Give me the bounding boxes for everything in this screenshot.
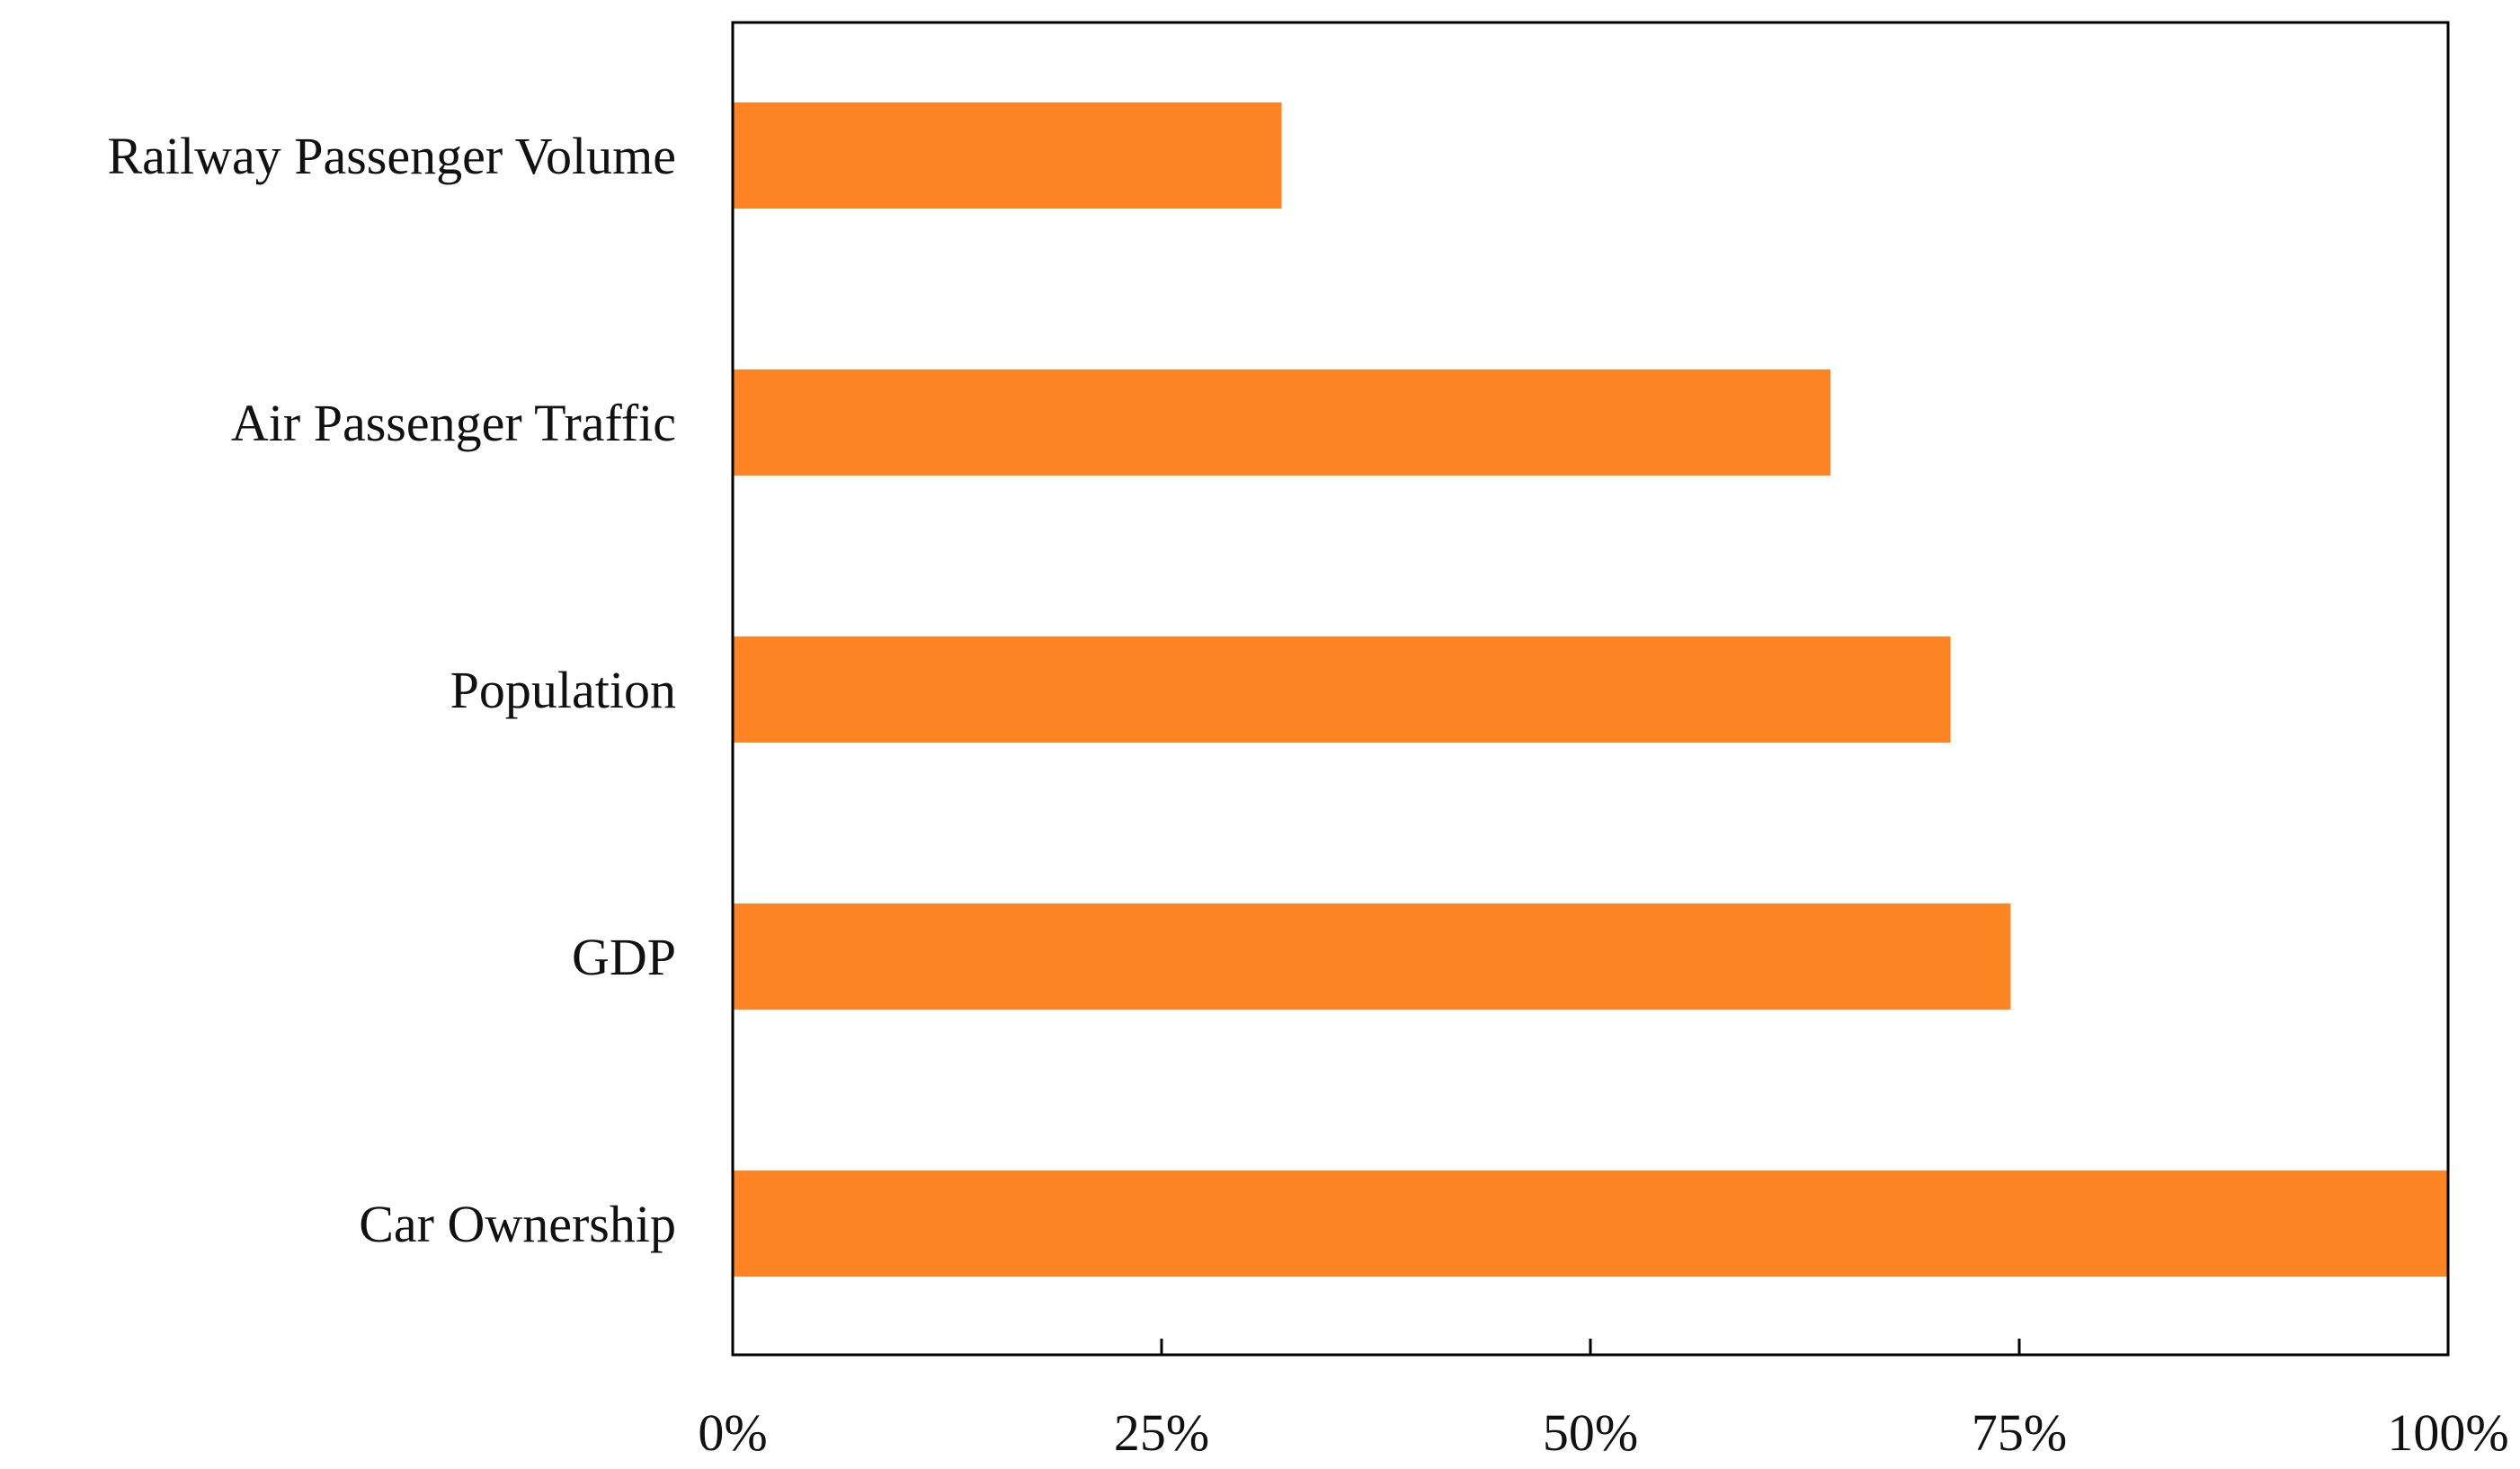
bars-layer bbox=[733, 102, 2448, 1277]
x-tick-label: 0% bbox=[698, 1403, 767, 1462]
category-label-railway-passenger-volume: Railway Passenger Volume bbox=[107, 127, 676, 185]
bar-gdp bbox=[733, 904, 2011, 1010]
bar-population bbox=[733, 637, 1951, 743]
x-tick-label: 25% bbox=[1114, 1403, 1209, 1462]
plot-frame bbox=[731, 21, 2450, 1357]
category-label-population: Population bbox=[450, 661, 676, 719]
category-label-car-ownership: Car Ownership bbox=[359, 1195, 676, 1253]
bar-air-passenger-traffic bbox=[733, 369, 1831, 476]
bar-car-ownership bbox=[733, 1171, 2448, 1277]
x-tick-label: 75% bbox=[1972, 1403, 2067, 1462]
x-axis-ticks: 0% 25% 50% 75% 100% bbox=[698, 1339, 2509, 1462]
x-tick-label: 100% bbox=[2387, 1403, 2508, 1462]
x-tick-label: 50% bbox=[1543, 1403, 1638, 1462]
bar-railway-passenger-volume bbox=[733, 102, 1282, 209]
category-labels: Railway Passenger Volume Air Passenger Tr… bbox=[107, 127, 676, 1253]
category-label-air-passenger-traffic: Air Passenger Traffic bbox=[231, 394, 676, 452]
category-label-gdp: GDP bbox=[572, 928, 676, 986]
